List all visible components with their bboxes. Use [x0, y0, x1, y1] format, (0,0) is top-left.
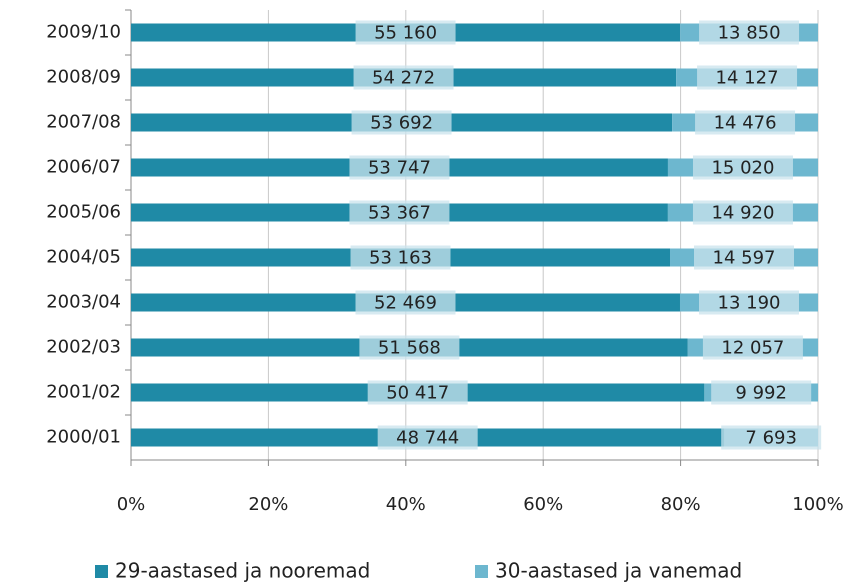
data-label: 53 163 [369, 248, 432, 269]
data-label: 53 747 [368, 158, 431, 179]
data-label: 14 597 [713, 248, 776, 269]
data-label-bg [692, 200, 793, 225]
y-tick-label: 2008/09 [46, 67, 121, 88]
y-tick-label: 2005/06 [46, 202, 121, 223]
data-label-bg [697, 65, 798, 90]
data-label: 50 417 [386, 383, 449, 404]
x-tick-label: 80% [661, 494, 701, 515]
x-tick-label: 20% [248, 494, 288, 515]
data-label: 15 020 [711, 158, 774, 179]
data-label: 12 057 [721, 338, 784, 359]
data-label-bg [694, 245, 795, 270]
x-tick-label: 100% [792, 494, 843, 515]
data-label-bg [698, 290, 799, 315]
data-label: 55 160 [374, 23, 437, 44]
data-label: 53 367 [368, 203, 431, 224]
x-tick-label: 0% [117, 494, 146, 515]
data-label: 54 272 [372, 68, 435, 89]
data-label: 13 190 [718, 293, 781, 314]
data-label-bg [349, 200, 450, 225]
data-label-bg [355, 20, 456, 45]
data-label-bg [695, 110, 796, 135]
data-label-bg [359, 335, 460, 360]
x-tick-label: 60% [523, 494, 563, 515]
data-label-bg [355, 290, 456, 315]
data-label: 14 476 [714, 113, 777, 134]
data-label-bg [367, 380, 468, 405]
data-label: 53 692 [370, 113, 433, 134]
data-label-bg [351, 110, 452, 135]
legend-swatch [475, 565, 488, 578]
legend-label: 29-aastased ja nooremad [115, 559, 370, 583]
y-tick-label: 2007/08 [46, 112, 121, 133]
legend-swatch [95, 565, 108, 578]
y-tick-label: 2003/04 [46, 292, 121, 313]
y-tick-label: 2002/03 [46, 337, 121, 358]
data-label-bg [699, 20, 800, 45]
y-tick-label: 2000/01 [46, 427, 121, 448]
data-label-bg [377, 425, 478, 450]
data-label: 51 568 [378, 338, 441, 359]
data-label: 9 992 [735, 383, 787, 404]
y-tick-label: 2006/07 [46, 157, 121, 178]
data-label-bg [702, 335, 803, 360]
data-label-bg [350, 245, 451, 270]
data-label-bg [692, 155, 793, 180]
data-label: 14 127 [716, 68, 779, 89]
data-label-bg [711, 380, 812, 405]
data-label: 7 693 [745, 428, 797, 449]
x-tick-label: 40% [386, 494, 426, 515]
y-tick-label: 2009/10 [46, 22, 121, 43]
y-tick-label: 2001/02 [46, 382, 121, 403]
y-tick-label: 2004/05 [46, 247, 121, 268]
data-label: 48 744 [396, 428, 459, 449]
data-label-bg [349, 155, 450, 180]
data-label: 52 469 [374, 293, 437, 314]
data-label-bg [721, 425, 822, 450]
legend-label: 30-aastased ja vanemad [495, 559, 742, 583]
data-label-bg [353, 65, 454, 90]
data-label: 13 850 [718, 23, 781, 44]
data-label: 14 920 [711, 203, 774, 224]
